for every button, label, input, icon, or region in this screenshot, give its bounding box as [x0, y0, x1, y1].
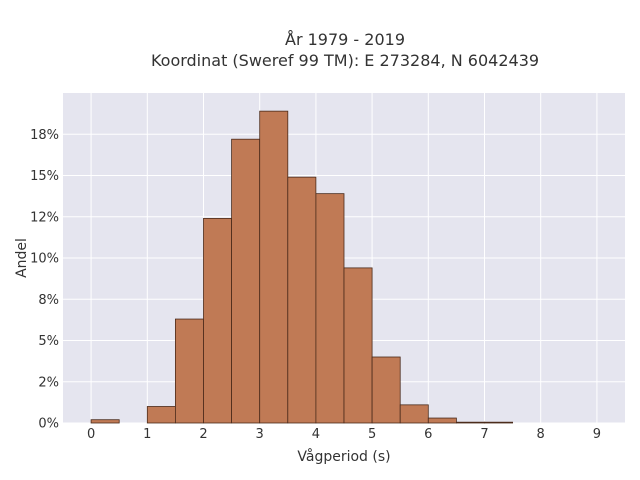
x-tick-label: 5 [368, 427, 376, 442]
histogram-bar [174, 318, 204, 424]
histogram-bar [427, 417, 457, 424]
y-tick-label: 2% [38, 375, 59, 390]
x-tick-label: 1 [143, 427, 151, 442]
x-tick-label: 3 [256, 427, 264, 442]
x-tick-label: 6 [424, 427, 432, 442]
x-tick-label: 4 [312, 427, 320, 442]
y-tick-label: 8% [38, 293, 59, 308]
histogram-bar [287, 176, 317, 424]
chart-subtitle: Koordinat (Sweref 99 TM): E 273284, N 60… [151, 51, 539, 70]
histogram-bar [371, 356, 401, 424]
y-axis-ticks: 0% 2% 5% 8% 10% 12% 15% 18% [30, 128, 59, 432]
y-tick-label: 5% [38, 334, 59, 349]
x-tick-label: 7 [480, 427, 488, 442]
x-axis-ticks: 0 1 2 3 4 5 6 7 8 9 [87, 427, 601, 442]
x-tick-label: 0 [87, 427, 95, 442]
histogram-bar [343, 267, 373, 424]
bars [90, 110, 514, 424]
histogram-bar [399, 404, 429, 424]
y-axis-title: Andel [14, 238, 30, 278]
histogram-bar [146, 406, 176, 424]
y-tick-label: 0% [38, 417, 59, 432]
y-tick-label: 18% [30, 128, 59, 143]
histogram-bar [259, 110, 289, 424]
histogram-bar [203, 217, 233, 424]
histogram-bar [315, 193, 345, 424]
histogram-bar [90, 419, 120, 424]
x-axis-title: Vågperiod (s) [297, 448, 390, 465]
histogram-bar [231, 138, 261, 424]
x-tick-label: 8 [537, 427, 545, 442]
y-tick-label: 12% [30, 210, 59, 225]
histogram-bar [484, 421, 514, 424]
y-tick-label: 15% [30, 169, 59, 184]
x-tick-label: 9 [593, 427, 601, 442]
chart-title: År 1979 - 2019 [285, 30, 405, 49]
histogram-bar [455, 421, 485, 424]
x-tick-label: 2 [199, 427, 207, 442]
y-tick-label: 10% [30, 252, 59, 267]
